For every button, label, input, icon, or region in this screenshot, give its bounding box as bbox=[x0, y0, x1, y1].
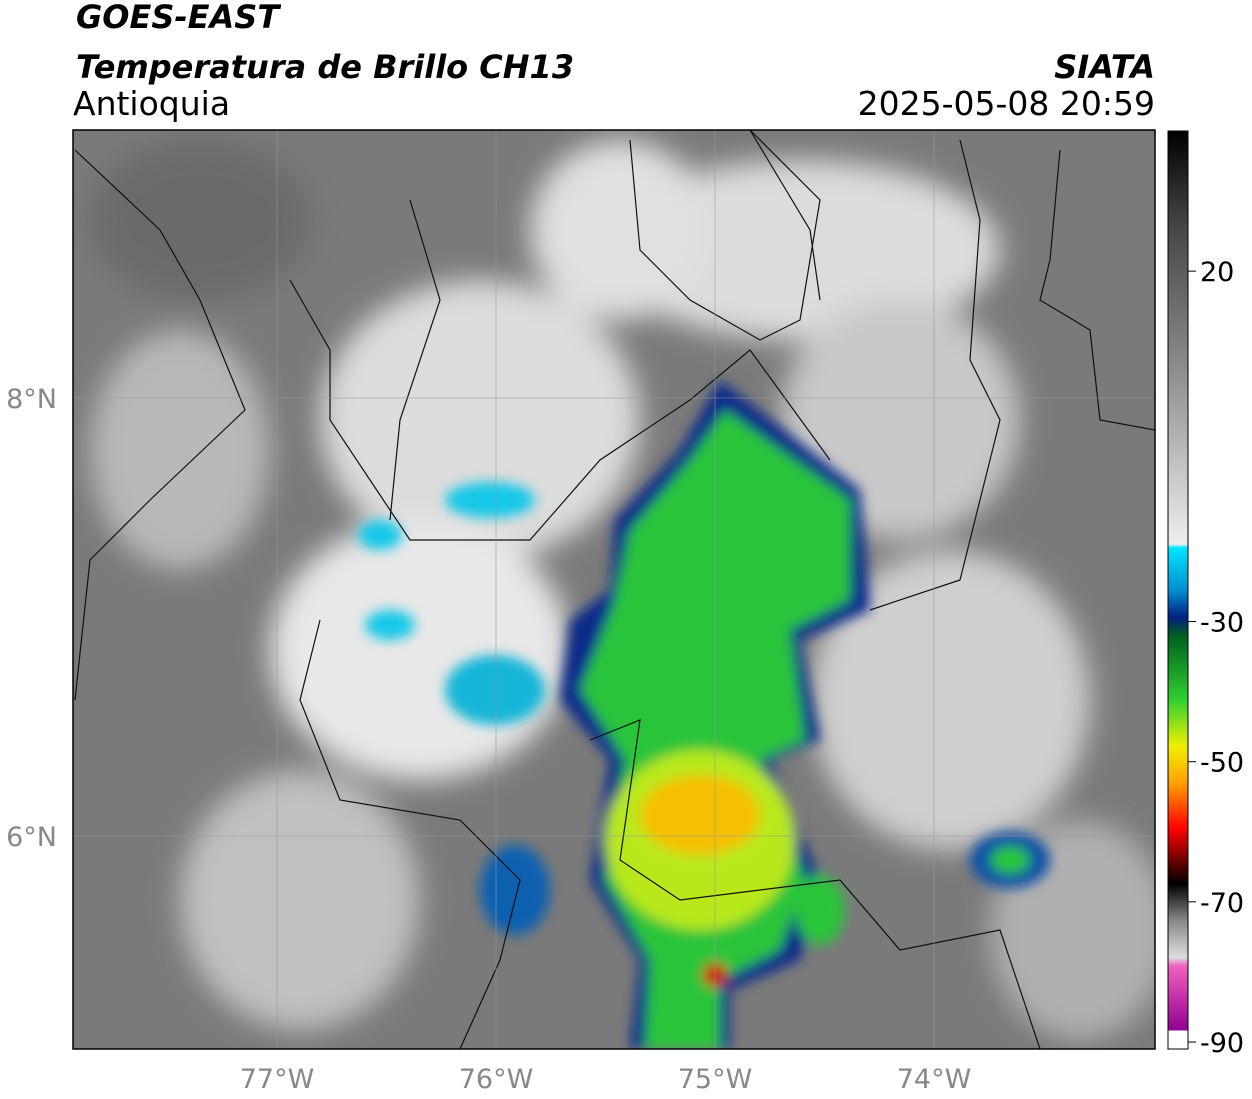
colorbar bbox=[1167, 130, 1189, 1050]
source: SIATA bbox=[1054, 48, 1155, 86]
lon-label: 77°W bbox=[240, 1064, 315, 1095]
map-frame bbox=[72, 129, 1156, 1050]
lon-label: 74°W bbox=[897, 1064, 972, 1095]
subtitle: Temperatura de Brillo CH13 bbox=[76, 48, 574, 86]
colorbar-tick-label: 20 bbox=[1200, 257, 1234, 288]
lon-label: 75°W bbox=[678, 1064, 753, 1095]
colorbar-tick-label: -50 bbox=[1200, 748, 1244, 779]
colorbar-tick-label: -70 bbox=[1200, 888, 1244, 919]
colorbar-tick-label: -90 bbox=[1200, 1028, 1244, 1059]
title: GOES-EAST bbox=[76, 0, 281, 36]
satellite-image bbox=[73, 130, 1155, 1049]
datetime: 2025-05-08 20:59 bbox=[858, 84, 1155, 123]
region: Antioquia bbox=[73, 84, 230, 123]
lat-label: 8°N bbox=[6, 384, 57, 415]
colorbar-tick-label: -30 bbox=[1200, 608, 1244, 639]
lon-label: 76°W bbox=[459, 1064, 534, 1095]
lat-label: 6°N bbox=[6, 822, 57, 853]
colorbar-ticks: -90 -70 -50 -30 20 bbox=[1188, 257, 1244, 1059]
